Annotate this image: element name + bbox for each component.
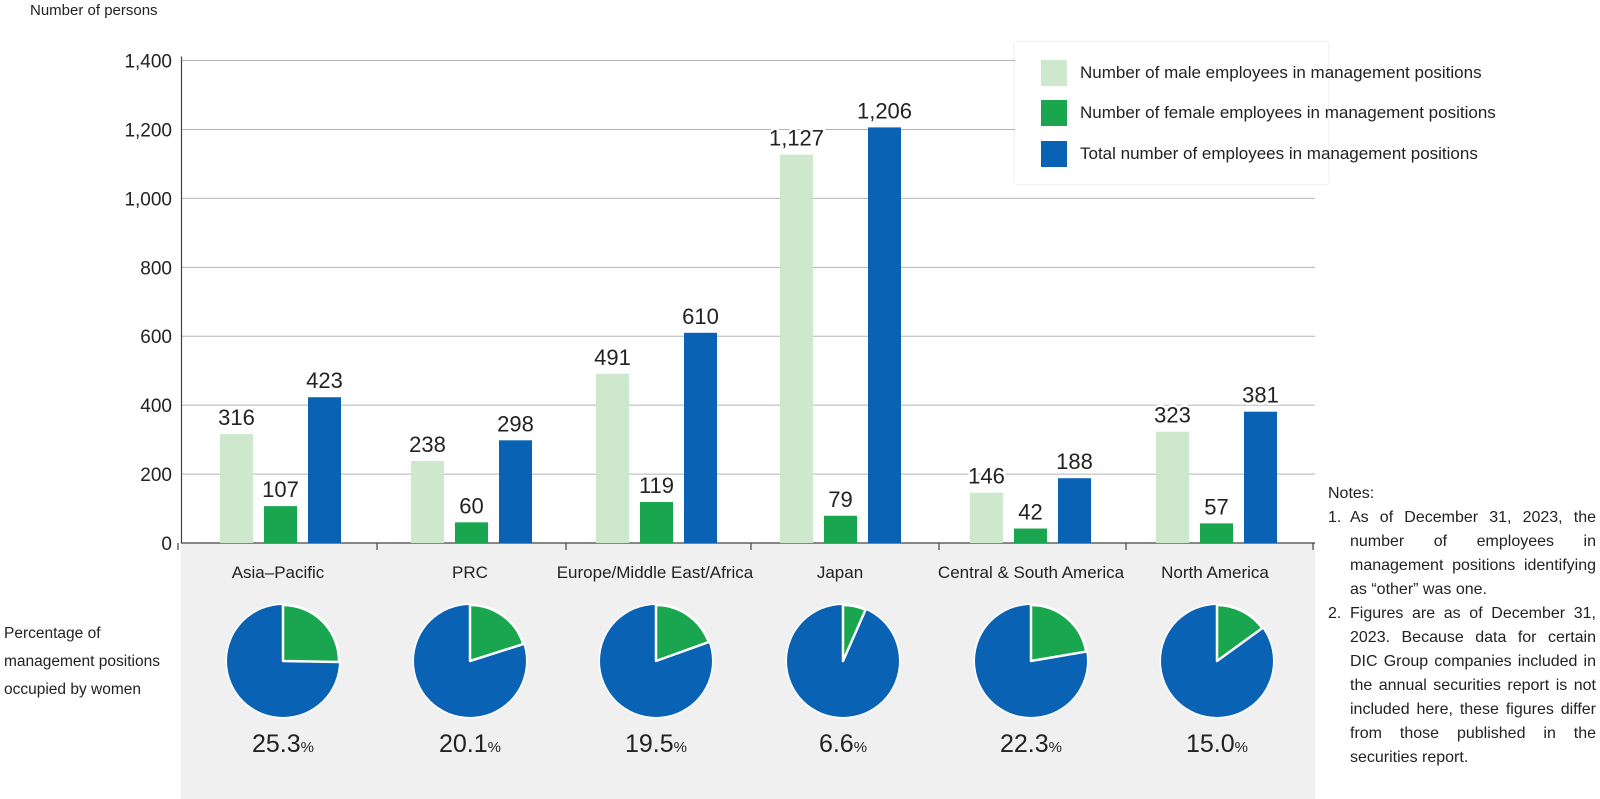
bar xyxy=(411,460,444,543)
pie-panel-background xyxy=(181,543,1315,799)
category-label: North America xyxy=(1161,563,1269,582)
legend-item-female: Number of female employees in management… xyxy=(1041,100,1496,126)
pie-percent-label: 22.3% xyxy=(1000,730,1062,758)
pie-percent-label: 25.3% xyxy=(252,730,314,758)
pie-slice-women xyxy=(841,603,867,663)
pie-row-label-line: occupied by women xyxy=(4,681,141,698)
bar xyxy=(824,515,857,543)
bar-value-label: 146 xyxy=(968,464,1005,489)
bar-value-label: 298 xyxy=(497,411,534,436)
category-label: Central & South America xyxy=(938,563,1125,582)
note-number: 1. xyxy=(1328,509,1342,526)
bar-value-label: 107 xyxy=(262,477,299,502)
legend-swatch-female xyxy=(1041,100,1067,126)
bar xyxy=(868,127,901,543)
bar-value-label: 423 xyxy=(306,368,343,393)
pie-percent-label: 6.6% xyxy=(819,730,867,758)
legend-swatch-male xyxy=(1041,60,1067,86)
pie-percent-label: 20.1% xyxy=(439,730,501,758)
pie-slice-women xyxy=(654,603,710,663)
legend-item-total: Total number of employees in management … xyxy=(1041,141,1478,167)
pie-percent-label: 15.0% xyxy=(1186,730,1248,758)
bar xyxy=(220,434,253,543)
y-tick-label: 800 xyxy=(140,258,172,279)
pie-slice-women xyxy=(1029,603,1088,663)
bar xyxy=(970,492,1003,543)
pie-percent-label: 19.5% xyxy=(625,730,687,758)
bar-value-label: 491 xyxy=(594,345,631,370)
bar xyxy=(1156,431,1189,543)
note-text: As of December 31, 2023, the number of e… xyxy=(1350,509,1596,598)
legend-label-total: Total number of employees in management … xyxy=(1080,144,1478,163)
bar-value-label: 57 xyxy=(1204,494,1228,519)
bar xyxy=(780,154,813,543)
bar xyxy=(308,397,341,543)
pie-row-label-line: management positions xyxy=(4,653,160,670)
note-number: 2. xyxy=(1328,605,1342,622)
bar-value-label: 60 xyxy=(459,493,483,518)
y-axis-title: Number of persons xyxy=(30,2,158,19)
y-tick-label: 0 xyxy=(161,534,172,555)
pie-slice-women xyxy=(281,603,341,664)
y-tick-label: 200 xyxy=(140,465,172,486)
bar xyxy=(455,522,488,543)
note-text: Figures are as of December 31, 2023. Bec… xyxy=(1350,605,1596,766)
y-tick-label: 400 xyxy=(140,396,172,417)
bar-value-label: 610 xyxy=(682,304,719,329)
bar xyxy=(1014,528,1047,543)
legend-swatch-total xyxy=(1041,141,1067,167)
bar xyxy=(684,332,717,543)
category-label: PRC xyxy=(452,563,488,582)
bar xyxy=(499,440,532,543)
y-tick-label: 1,200 xyxy=(124,120,172,141)
y-tick-label: 600 xyxy=(140,327,172,348)
bar-value-label: 238 xyxy=(409,432,446,457)
pie-row-label-line: Percentage of xyxy=(4,625,101,642)
bar-value-label: 1,127 xyxy=(769,126,824,151)
pie-slice-women xyxy=(1215,603,1264,663)
note-item: 2. Figures are as of December 31, 2023. … xyxy=(1328,602,1596,770)
pie-row-label: Percentage of management positions occup… xyxy=(4,620,160,704)
pie-slice-women xyxy=(468,603,525,663)
bar-value-label: 381 xyxy=(1242,383,1279,408)
notes-title: Notes: xyxy=(1328,485,1375,502)
category-label: Europe/Middle East/Africa xyxy=(557,563,754,582)
bar xyxy=(1058,478,1091,543)
legend: Number of male employees in management p… xyxy=(1015,42,1496,184)
y-tick-label: 1,400 xyxy=(124,52,172,73)
bar-value-label: 188 xyxy=(1056,449,1093,474)
note-item: 1. As of December 31, 2023, the number o… xyxy=(1328,506,1596,602)
bar-value-label: 316 xyxy=(218,405,255,430)
bar-value-label: 1,206 xyxy=(857,98,912,123)
bar xyxy=(264,506,297,543)
bar xyxy=(596,373,629,543)
category-label: Japan xyxy=(817,563,863,582)
notes: Notes: 1. As of December 31, 2023, the n… xyxy=(1328,482,1596,770)
bar xyxy=(1200,523,1233,543)
bar-value-label: 119 xyxy=(639,473,674,498)
legend-label-female: Number of female employees in management… xyxy=(1080,103,1496,122)
bar xyxy=(1244,411,1277,543)
category-label: Asia–Pacific xyxy=(232,563,325,582)
y-tick-label: 1,000 xyxy=(124,189,172,210)
bar xyxy=(640,501,673,543)
legend-label-male: Number of male employees in management p… xyxy=(1080,63,1482,82)
bar-value-label: 323 xyxy=(1154,403,1191,428)
bar-value-label: 79 xyxy=(828,487,852,512)
bar-value-label: 42 xyxy=(1018,500,1042,525)
legend-item-male: Number of male employees in management p… xyxy=(1041,60,1482,86)
